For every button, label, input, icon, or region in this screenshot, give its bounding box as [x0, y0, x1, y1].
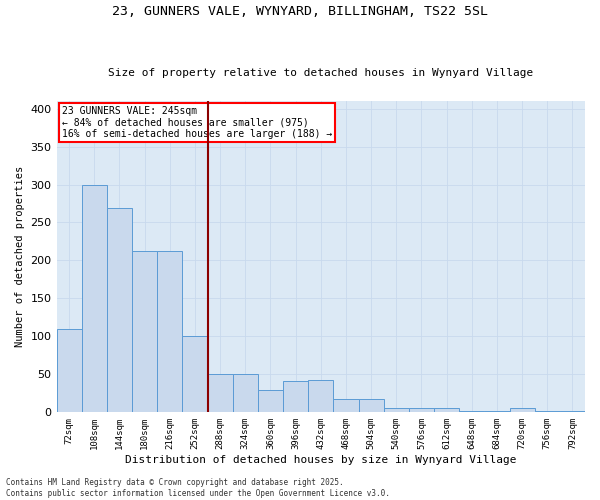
X-axis label: Distribution of detached houses by size in Wynyard Village: Distribution of detached houses by size … — [125, 455, 517, 465]
Bar — [132, 250, 157, 412]
Bar — [535, 411, 560, 412]
Bar — [233, 374, 258, 412]
Y-axis label: Number of detached properties: Number of detached properties — [15, 166, 25, 348]
Bar — [56, 329, 82, 412]
Bar — [107, 208, 132, 412]
Text: Contains HM Land Registry data © Crown copyright and database right 2025.
Contai: Contains HM Land Registry data © Crown c… — [6, 478, 390, 498]
Bar — [484, 411, 509, 412]
Bar — [208, 374, 233, 412]
Bar — [283, 381, 308, 412]
Bar — [383, 408, 409, 412]
Text: 23 GUNNERS VALE: 245sqm
← 84% of detached houses are smaller (975)
16% of semi-d: 23 GUNNERS VALE: 245sqm ← 84% of detache… — [62, 106, 332, 139]
Bar — [258, 390, 283, 412]
Bar — [509, 408, 535, 412]
Bar — [359, 398, 383, 412]
Title: Size of property relative to detached houses in Wynyard Village: Size of property relative to detached ho… — [108, 68, 533, 78]
Bar — [182, 336, 208, 412]
Bar — [82, 186, 107, 412]
Bar — [560, 411, 585, 412]
Bar — [308, 380, 334, 412]
Bar — [157, 250, 182, 412]
Bar — [459, 411, 484, 412]
Bar — [409, 408, 434, 412]
Bar — [334, 398, 359, 412]
Text: 23, GUNNERS VALE, WYNYARD, BILLINGHAM, TS22 5SL: 23, GUNNERS VALE, WYNYARD, BILLINGHAM, T… — [112, 5, 488, 18]
Bar — [434, 408, 459, 412]
